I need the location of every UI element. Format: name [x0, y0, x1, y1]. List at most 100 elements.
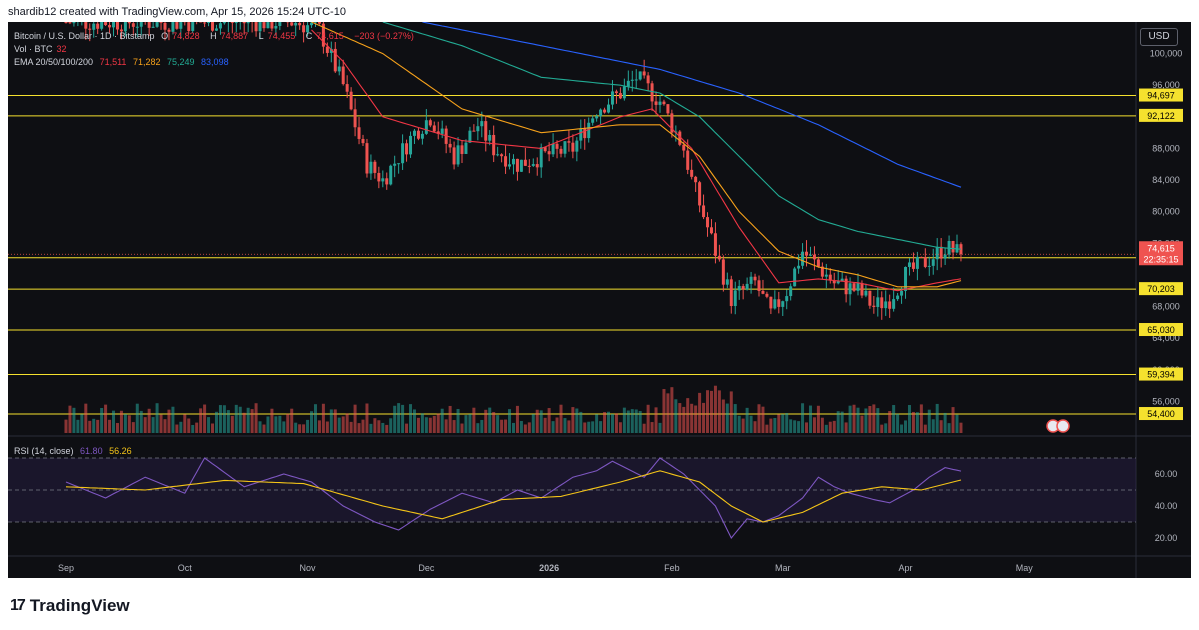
candle-body	[911, 262, 915, 269]
volume-bar	[476, 423, 480, 433]
volume-bar	[943, 412, 947, 433]
volume-bar	[551, 421, 555, 433]
candle-body	[274, 25, 278, 29]
volume-bar	[246, 407, 250, 433]
volume-bar	[852, 404, 856, 433]
candle-body	[698, 182, 702, 206]
candle-body	[353, 109, 357, 128]
candle-body	[246, 18, 250, 24]
volume-bar	[626, 410, 630, 433]
rsi-legend[interactable]: RSI (14, close) 61.80 56.26	[14, 446, 132, 456]
volume-bar	[713, 385, 717, 433]
candle-body	[175, 18, 179, 29]
volume-bar	[729, 391, 733, 433]
volume-bar	[547, 408, 551, 433]
volume-bar	[88, 420, 92, 433]
candle-body	[472, 130, 476, 132]
volume-bar	[171, 406, 175, 433]
level-label-box	[1139, 88, 1183, 102]
candle-body	[757, 280, 761, 291]
candle-body	[864, 290, 868, 296]
x-tick-label: Feb	[664, 563, 680, 573]
candle-body	[603, 109, 607, 113]
volume-bar	[793, 420, 797, 433]
candle-body	[515, 158, 519, 172]
y-tick-label: 88,000	[1152, 143, 1180, 153]
candle-body	[634, 79, 638, 81]
candle-body	[108, 25, 112, 28]
volume-bar	[634, 409, 638, 433]
x-tick-label: Apr	[899, 563, 913, 573]
volume-bar	[357, 423, 361, 433]
candle-body	[793, 268, 797, 287]
candle-body	[844, 278, 848, 295]
volume-bar	[832, 420, 836, 433]
volume-bar	[872, 404, 876, 433]
candle-body	[607, 104, 611, 113]
volume-bar	[721, 399, 725, 433]
candle-body	[805, 251, 809, 256]
volume-bar	[698, 392, 702, 433]
volume-bar	[947, 423, 951, 433]
candle-body	[682, 144, 686, 151]
candle-body	[397, 163, 401, 165]
y-tick-label: 80,000	[1152, 207, 1180, 217]
volume-bar	[535, 409, 539, 433]
volume-bar	[64, 419, 68, 433]
candle-body	[745, 283, 749, 290]
level-label-box	[1139, 108, 1183, 122]
volume-bar	[745, 407, 749, 433]
candle-body	[618, 93, 622, 99]
candle-body	[191, 16, 195, 31]
currency-button[interactable]: USD	[1140, 28, 1178, 46]
volume-bar	[278, 415, 282, 433]
volume-bar	[131, 422, 135, 433]
candle-body	[650, 83, 654, 102]
candle-body	[900, 290, 904, 296]
candle-body	[765, 293, 769, 297]
volume-bar	[302, 424, 306, 433]
volume-bar	[919, 404, 923, 433]
ema-legend[interactable]: EMA 20/50/100/200 71,511 71,282 75,249 8…	[14, 57, 229, 67]
volume-bar	[571, 407, 575, 433]
candle-body	[642, 71, 646, 76]
candle-body	[939, 246, 943, 259]
candle-body	[888, 301, 892, 309]
candle-body	[630, 79, 634, 81]
volume-bar	[440, 408, 444, 433]
candle-body	[801, 251, 805, 266]
y-tick-label: 64,000	[1152, 333, 1180, 343]
candle-body	[860, 283, 864, 296]
x-tick-label: 2026	[539, 563, 559, 573]
volume-bar	[306, 419, 310, 433]
volume-bar	[187, 418, 191, 433]
volume-bar	[452, 420, 456, 433]
candle-body	[440, 128, 444, 134]
volume-bar	[753, 421, 757, 433]
volume-bar	[646, 404, 650, 433]
candle-body	[64, 22, 68, 23]
y-tick-label: 56,000	[1152, 396, 1180, 406]
candle-body	[234, 22, 238, 24]
volume-bar	[480, 419, 484, 433]
volume-bar	[159, 414, 163, 433]
x-tick-label: Sep	[58, 563, 74, 573]
volume-bar	[100, 407, 104, 433]
volume-bar	[515, 405, 519, 433]
candle-body	[341, 66, 345, 85]
volume-bar	[638, 410, 642, 433]
volume-bar	[868, 405, 872, 433]
symbol-title[interactable]: Bitcoin / U.S. Dollar · 1D · Bitstamp	[14, 31, 155, 41]
candle-body	[329, 48, 333, 53]
candle-body	[567, 141, 571, 143]
volume-bar	[607, 411, 611, 433]
candle-body	[131, 23, 135, 27]
volume-bar	[397, 403, 401, 433]
volume-legend[interactable]: Vol · BTC 32	[14, 44, 67, 54]
volume-bar	[900, 424, 904, 433]
volume-bar	[840, 411, 844, 433]
rsi-tick-label: 20.00	[1155, 533, 1178, 543]
price-chart-svg[interactable]: 100,00096,00088,00084,00080,00076,00068,…	[8, 2, 1191, 578]
volume-bar	[135, 403, 139, 433]
chart-panel[interactable]: 100,00096,00088,00084,00080,00076,00068,…	[8, 2, 1191, 578]
